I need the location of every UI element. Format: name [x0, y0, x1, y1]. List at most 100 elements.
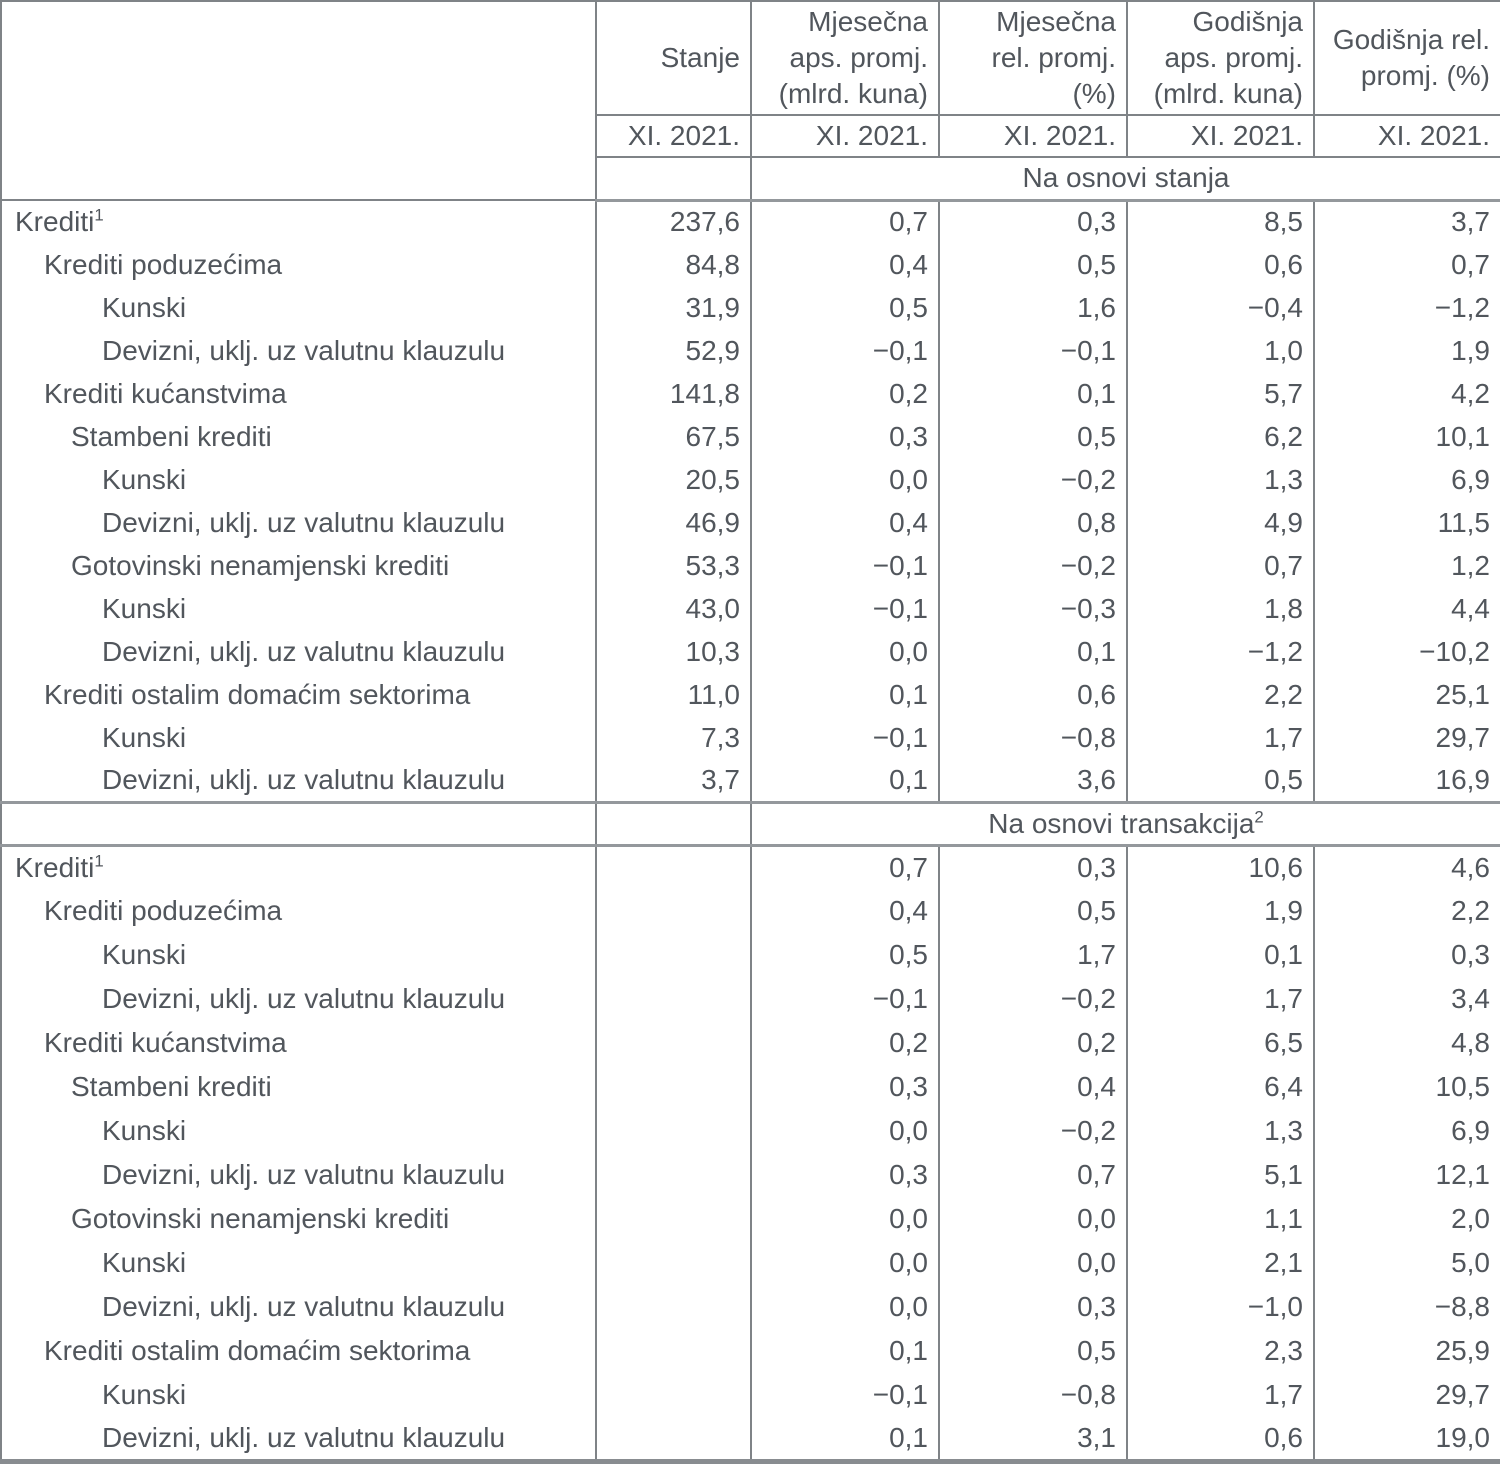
header-line: (mlrd. kuna)	[778, 78, 928, 109]
value-stanje	[595, 1021, 752, 1065]
value-monthly-rel: 0,5	[938, 415, 1128, 458]
value-stanje	[595, 1065, 752, 1109]
value-monthly-abs: 0,3	[750, 1153, 940, 1197]
value-stanje: 237,6	[595, 200, 752, 243]
value-annual-abs: 5,7	[1126, 372, 1315, 415]
row-label-cell: Devizni, uklj. uz valutnu klauzulu	[0, 1417, 597, 1461]
value-monthly-abs: 0,2	[750, 372, 940, 415]
section-band-cell: Na osnovi transakcija2	[750, 800, 1500, 847]
value-monthly-rel: −0,3	[938, 587, 1128, 630]
section-band-label: Na osnovi stanja	[1022, 162, 1230, 194]
header-line: aps. promj.	[1164, 42, 1304, 73]
value-monthly-abs: 0,1	[750, 1329, 940, 1373]
band-stanje-spacer	[595, 157, 752, 202]
row-label-cell: Devizni, uklj. uz valutnu klauzulu	[0, 1285, 597, 1329]
row-label: Kunski	[102, 1115, 187, 1146]
section-band-row: Na osnovi stanja	[1, 157, 1500, 202]
value-annual-rel: 11,5	[1313, 501, 1500, 544]
table-row: Krediti ostalim domaćim sektorima 0,1 0,…	[0, 1329, 1500, 1373]
table-row: Kunski 31,9 0,5 1,6 −0,4 −1,2	[0, 286, 1500, 329]
value-monthly-abs: 0,4	[750, 501, 940, 544]
table-row: Devizni, uklj. uz valutnu klauzulu −0,1 …	[0, 977, 1500, 1021]
value-annual-rel: 5,0	[1313, 1241, 1500, 1285]
value-stanje	[595, 889, 752, 933]
value-monthly-rel: 1,6	[938, 286, 1128, 329]
value-annual-abs: 1,7	[1126, 977, 1315, 1021]
value-annual-abs: 1,7	[1126, 1373, 1315, 1417]
value-monthly-abs: 0,1	[750, 759, 940, 802]
row-label: Krediti kućanstvima	[44, 377, 287, 409]
row-label-cell: Kunski	[0, 587, 597, 630]
value-annual-abs: 1,0	[1126, 329, 1315, 372]
row-label-cell: Krediti kućanstvima	[0, 372, 597, 415]
value-stanje: 7,3	[595, 716, 752, 759]
value-annual-rel: 10,5	[1313, 1065, 1500, 1109]
value-monthly-rel: 3,6	[938, 759, 1128, 802]
value-monthly-rel: −0,8	[938, 1373, 1128, 1417]
value-monthly-rel: −0,1	[938, 329, 1128, 372]
value-annual-abs: 5,1	[1126, 1153, 1315, 1197]
table-row: Krediti kućanstvima 0,2 0,2 6,5 4,8	[0, 1021, 1500, 1065]
table-row: Kunski −0,1 −0,8 1,7 29,7	[0, 1373, 1500, 1417]
row-label: Stambeni krediti	[71, 420, 272, 452]
value-annual-rel: 19,0	[1313, 1417, 1500, 1461]
row-label: Kunski	[102, 291, 187, 323]
row-label-cell: Devizni, uklj. uz valutnu klauzulu	[0, 501, 597, 544]
table-row: Stambeni krediti 0,3 0,4 6,4 10,5	[0, 1065, 1500, 1109]
header-line: aps. promj.	[789, 42, 929, 73]
value-monthly-rel: 0,4	[938, 1065, 1128, 1109]
row-label: Devizni, uklj. uz valutnu klauzulu	[102, 1291, 506, 1322]
row-label-cell: Devizni, uklj. uz valutnu klauzulu	[0, 977, 597, 1021]
value-monthly-rel: −0,2	[938, 1109, 1128, 1153]
col-header-annual-abs: Godišnja aps. promj. (mlrd. kuna)	[1126, 1, 1315, 116]
value-monthly-abs: 0,1	[750, 1417, 940, 1461]
col-header-monthly-rel: Mjesečna rel. promj. (%)	[938, 1, 1128, 116]
value-monthly-abs: 0,3	[750, 1065, 940, 1109]
value-monthly-rel: 0,3	[938, 1285, 1128, 1329]
value-monthly-rel: 1,7	[938, 933, 1128, 977]
value-stanje: 52,9	[595, 329, 752, 372]
period-cell-monthly-abs: XI. 2021.	[750, 115, 940, 158]
value-monthly-abs: −0,1	[750, 544, 940, 587]
table-row: Kunski 0,5 1,7 0,1 0,3	[0, 933, 1500, 977]
value-stanje	[595, 1109, 752, 1153]
value-annual-abs: −0,4	[1126, 286, 1315, 329]
row-label: Krediti	[15, 206, 95, 237]
section-band-label: Na osnovi transakcija	[988, 807, 1255, 839]
row-label-cell: Krediti1	[0, 200, 597, 243]
section-band-cell: Na osnovi stanja	[750, 157, 1500, 202]
value-monthly-rel: −0,2	[938, 458, 1128, 501]
header-line: rel. promj.	[991, 42, 1116, 73]
row-label: Krediti poduzećima	[44, 248, 283, 280]
band-stanje-spacer	[595, 800, 752, 847]
row-label-cell: Kunski	[0, 716, 597, 759]
value-annual-rel: 1,9	[1313, 329, 1500, 372]
row-label: Kunski	[102, 1247, 187, 1278]
value-monthly-abs: 0,0	[750, 1197, 940, 1241]
row-label: Krediti kućanstvima	[44, 1027, 287, 1058]
value-annual-abs: 2,2	[1126, 673, 1315, 716]
table-row: Devizni, uklj. uz valutnu klauzulu 3,7 0…	[0, 759, 1500, 802]
value-monthly-rel: 0,2	[938, 1021, 1128, 1065]
row-label-cell: Kunski	[0, 1109, 597, 1153]
value-monthly-rel: 0,1	[938, 372, 1128, 415]
header-line: (mlrd. kuna)	[1153, 78, 1303, 109]
value-annual-abs: 1,3	[1126, 458, 1315, 501]
period-cell-annual-rel: XI. 2021.	[1313, 115, 1500, 158]
value-annual-abs: 0,1	[1126, 933, 1315, 977]
value-monthly-abs: 0,3	[750, 415, 940, 458]
value-annual-rel: 12,1	[1313, 1153, 1500, 1197]
value-stanje	[595, 845, 752, 889]
table-row: Kunski 0,0 −0,2 1,3 6,9	[0, 1109, 1500, 1153]
value-annual-abs: −1,2	[1126, 630, 1315, 673]
value-annual-rel: 4,8	[1313, 1021, 1500, 1065]
value-annual-abs: 2,3	[1126, 1329, 1315, 1373]
value-annual-abs: 10,6	[1126, 845, 1315, 889]
value-monthly-rel: 0,3	[938, 845, 1128, 889]
value-monthly-abs: −0,1	[750, 977, 940, 1021]
value-annual-abs: 0,6	[1126, 243, 1315, 286]
table-row: Gotovinski nenamjenski krediti 53,3 −0,1…	[0, 544, 1500, 587]
section-band-row: Na osnovi transakcija2	[0, 800, 1500, 847]
row-label-cell: Stambeni krediti	[0, 1065, 597, 1109]
